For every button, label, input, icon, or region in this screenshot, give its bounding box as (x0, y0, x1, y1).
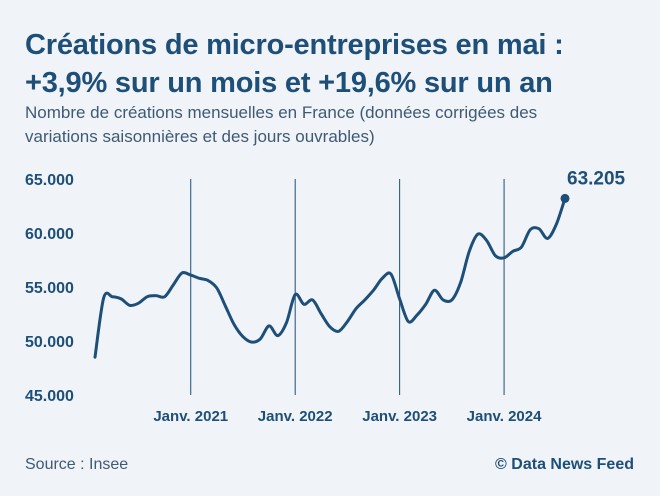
data-point-2020-04 (111, 295, 114, 298)
y-tick-label: 60.000 (25, 226, 74, 243)
subtitle-line-1: Nombre de créations mensuelles en France… (25, 103, 538, 122)
data-point-2023-10 (476, 233, 479, 236)
data-point-2024-05 (537, 227, 540, 230)
data-point-2022-09 (363, 298, 366, 301)
data-point-2022-05 (329, 325, 332, 328)
data-point-2023-06 (442, 298, 445, 301)
data-point-2024-07 (555, 223, 558, 226)
data-point-2021-06 (233, 323, 236, 326)
data-point-2022-04 (320, 313, 323, 316)
data-point-2022-02 (302, 303, 305, 306)
data-point-2023-03 (416, 314, 419, 317)
data-point-2020-10 (163, 295, 166, 298)
x-tick-label: Janv. 2021 (153, 408, 228, 425)
data-point-2020-08 (146, 295, 149, 298)
data-point-2021-07 (241, 335, 244, 338)
data-point-2022-06 (337, 330, 340, 333)
data-point-2023-02 (407, 320, 410, 323)
data-point-2023-09 (468, 250, 471, 253)
data-point-2022-01 (294, 293, 297, 296)
data-point-2023-01 (398, 297, 401, 300)
data-point-2024-06 (546, 237, 549, 240)
data-point-2024-04 (529, 228, 532, 231)
y-tick-label: 65.000 (25, 172, 74, 189)
end-value-label: 63.205 (567, 168, 626, 189)
data-point-2021-04 (215, 287, 218, 290)
data-point-2022-07 (346, 320, 349, 323)
data-point-2024-02 (511, 250, 514, 253)
data-point-2024-03 (520, 246, 523, 249)
data-point-2023-07 (450, 298, 453, 301)
data-point-2020-03 (102, 296, 105, 299)
y-tick-label: 45.000 (25, 388, 74, 405)
data-point-2021-02 (198, 277, 201, 280)
title-line-2: +3,9% sur un mois et +19,6% sur un an (25, 67, 553, 99)
data-point-2022-08 (355, 307, 358, 310)
data-point-2021-12 (285, 321, 288, 324)
data-point-2021-03 (207, 279, 210, 282)
data-point-2021-05 (224, 305, 227, 308)
copyright-credit: © Data News Feed (495, 456, 634, 473)
chart-subtitle: Nombre de créations mensuelles en France… (25, 101, 645, 149)
title-line-1: Créations de micro-entreprises en mai : (25, 29, 564, 61)
data-point-2023-11 (485, 239, 488, 242)
x-tick-label: Janv. 2024 (467, 408, 542, 425)
data-point-2020-12 (181, 271, 184, 274)
chart-title: Créations de micro-entreprises en mai : … (25, 26, 645, 102)
x-axis-tick-labels: Janv. 2021 Janv. 2022 Janv. 2023 Janv. 2024 (153, 408, 542, 425)
data-point-2022-12 (389, 273, 392, 276)
data-point-2023-12 (494, 254, 497, 257)
data-point-2022-11 (381, 277, 384, 280)
data-point-2020-07 (137, 302, 140, 305)
subtitle-line-2: variations saisonnières et des jours ouv… (25, 127, 375, 146)
data-point-2020-05 (120, 297, 123, 300)
data-point-2023-08 (459, 281, 462, 284)
x-tick-label: Janv. 2023 (362, 408, 437, 425)
y-tick-label: 50.000 (25, 334, 74, 351)
data-point-2022-10 (372, 289, 375, 292)
data-point-2022-03 (311, 298, 314, 301)
data-point-2021-01 (189, 274, 192, 277)
data-point-2021-08 (250, 341, 253, 344)
data-point-2024-01 (503, 256, 506, 259)
y-tick-label: 55.000 (25, 280, 74, 297)
x-tick-label: Janv. 2022 (258, 408, 333, 425)
data-point-2021-09 (259, 337, 262, 340)
series-line (93, 196, 567, 359)
data-point-2021-10 (268, 324, 271, 327)
grid-lines (190, 179, 505, 395)
data-point-2020-06 (128, 304, 131, 307)
data-point-2021-11 (276, 334, 279, 337)
data-point-2020-09 (154, 294, 157, 297)
data-point-2023-04 (424, 303, 427, 306)
y-axis-tick-labels: 65.000 60.000 55.000 50.000 45.000 (25, 172, 74, 405)
end-point-marker (560, 193, 570, 203)
source-note: Source : Insee (25, 456, 129, 473)
data-point-2020-02 (94, 356, 97, 359)
data-point-2020-11 (172, 283, 175, 286)
series: 63.205 (93, 168, 626, 359)
data-point-2023-05 (433, 289, 436, 292)
